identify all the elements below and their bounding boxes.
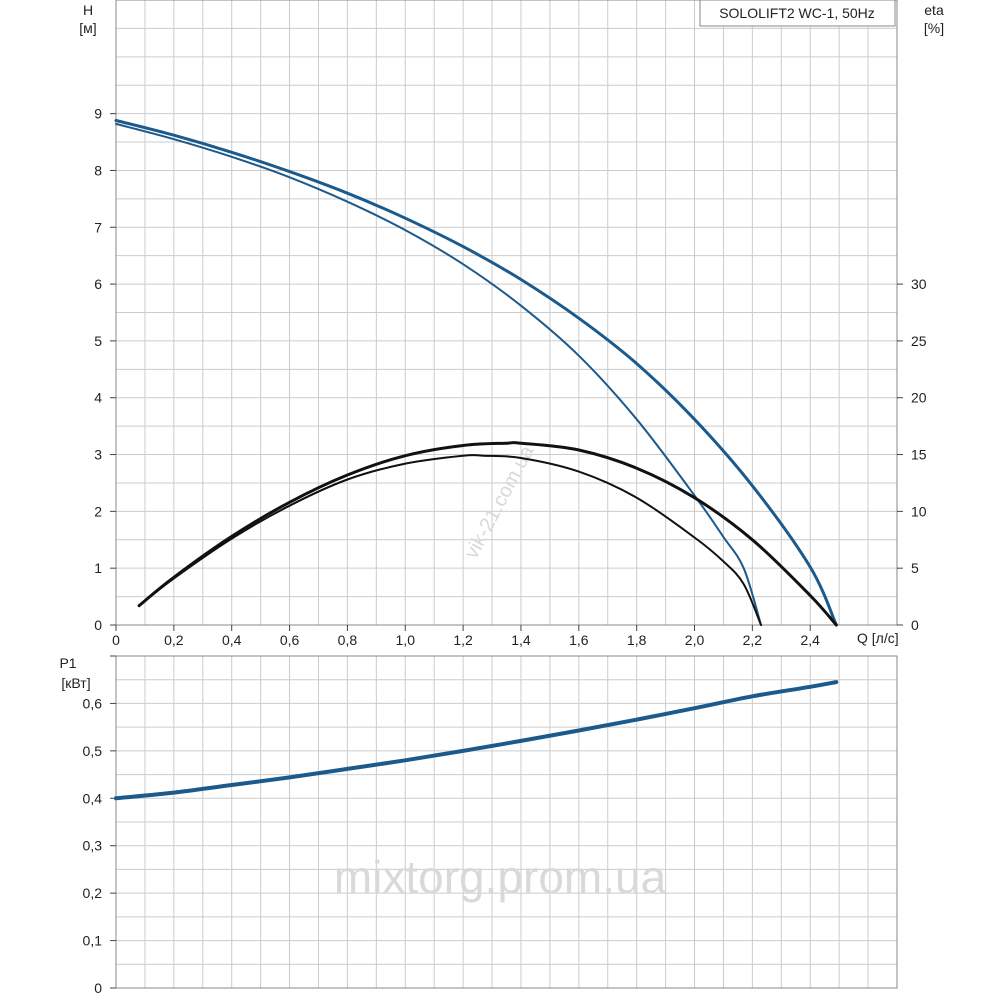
x-tick-label: 1,0: [396, 632, 416, 648]
x-tick-label: 1,8: [627, 632, 647, 648]
power-grid: [116, 656, 897, 988]
x-tick-label: 2,2: [743, 632, 763, 648]
y-tick-label: 1: [94, 560, 102, 576]
p1-tick-label: 0,1: [83, 933, 103, 949]
y-tick-label: 6: [94, 276, 102, 292]
x-tick-label: 0,2: [164, 632, 184, 648]
p1-tick-label: 0: [94, 980, 102, 996]
power-curve-0: [114, 680, 839, 801]
title-box: [699, 0, 896, 27]
y2-tick-label: 20: [911, 390, 927, 406]
y-axis-label-p1: P1: [59, 655, 76, 671]
y-tick-label: 5: [94, 333, 102, 349]
y-tick-label: 8: [94, 162, 102, 178]
p1-tick-label: 0,3: [83, 838, 103, 854]
x-tick-label: 0,8: [338, 632, 358, 648]
y2-tick-label: 10: [911, 503, 927, 519]
eta-curve-3: [138, 454, 762, 626]
chart-title: SOLOLIFT2 WC-1, 50Hz: [719, 5, 875, 21]
head-axis-ticks: 0 0,2 0,4 0,6 0,8 1,0 1,2 1,4 1,6 1,8 2,0 2,2 2,4 0 1 2…: [94, 106, 927, 648]
y2-tick-label: 30: [911, 276, 927, 292]
x-tick-label: 1,2: [453, 632, 473, 648]
head-eta-curves: [114, 119, 838, 627]
head-curve-0: [114, 119, 838, 627]
x-axis-label-q: Q [л/с]: [857, 630, 899, 646]
y-tick-label: 9: [94, 106, 102, 122]
y-tick-label: 3: [94, 447, 102, 463]
x-tick-label: 0,6: [280, 632, 300, 648]
y2-axis-unit-eta: [%]: [924, 20, 944, 36]
y2-tick-label: 15: [911, 447, 927, 463]
x-tick-label: 1,6: [569, 632, 589, 648]
head-curve-1: [115, 122, 762, 626]
power-curves: [114, 680, 839, 801]
p1-tick-label: 0,6: [83, 695, 103, 711]
p1-tick-label: 0,5: [83, 743, 103, 759]
y-tick-label: 0: [94, 617, 102, 633]
x-tick-label: 2,4: [800, 632, 820, 648]
y-tick-label: 2: [94, 503, 102, 519]
y-axis-unit-p1: [кВт]: [61, 675, 90, 691]
y-tick-label: 4: [94, 390, 102, 406]
head-plot-frame: [115, 0, 898, 626]
y-tick-label: 7: [94, 219, 102, 235]
eta-curve-2: [137, 441, 838, 627]
head-grid: [116, 0, 897, 625]
power-plot-frame: [115, 655, 898, 989]
y2-axis-label-eta: eta: [924, 2, 944, 18]
x-tick-label: 2,0: [685, 632, 705, 648]
y2-tick-label: 25: [911, 333, 927, 349]
x-tick-label: 0,4: [222, 632, 242, 648]
p1-tick-label: 0,4: [83, 790, 103, 806]
y-axis-unit-h: [м]: [79, 20, 96, 36]
y2-tick-label: 0: [911, 617, 919, 633]
y-axis-label-h: H: [83, 2, 93, 18]
x-tick-label: 1,4: [511, 632, 531, 648]
y2-tick-label: 5: [911, 560, 919, 576]
x-tick-label: 0: [112, 632, 120, 648]
watermark-mixtorg: mixtorg.prom.ua: [334, 851, 667, 903]
p1-tick-label: 0,2: [83, 885, 103, 901]
power-axis-ticks: 0 0,1 0,2 0,3 0,4 0,5 0,6: [83, 655, 116, 996]
